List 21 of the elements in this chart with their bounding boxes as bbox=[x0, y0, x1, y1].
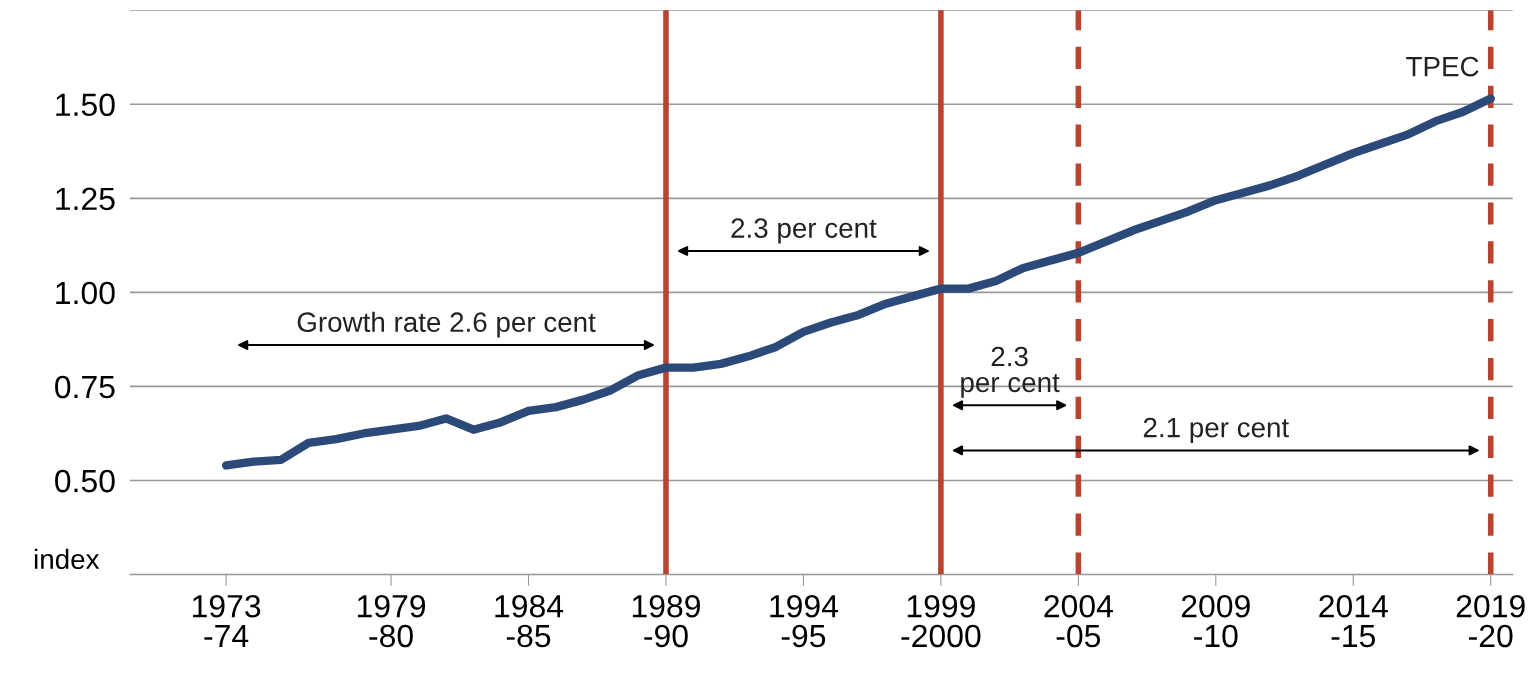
y-tick-label: 1.00 bbox=[56, 281, 115, 305]
y-tick-label: 0.75 bbox=[55, 375, 115, 399]
x-tick-label: 2009 -10 bbox=[1181, 594, 1250, 648]
x-tick-label: 2019 -20 bbox=[1456, 594, 1525, 648]
x-tick-label: 1984 -85 bbox=[495, 594, 564, 648]
series-label: TPEC bbox=[1406, 56, 1479, 77]
x-tick-label: 2014 -15 bbox=[1319, 594, 1388, 648]
x-tick-label: 1999 -2000 bbox=[901, 594, 981, 648]
y-tick-label: 1.25 bbox=[56, 187, 115, 211]
x-tick-label: 1979 -80 bbox=[357, 594, 426, 648]
annotation: 2.3 per cent bbox=[961, 346, 1060, 398]
x-tick-label: 1973 -74 bbox=[193, 594, 261, 647]
y-tick-label: 0.50 bbox=[55, 469, 115, 493]
y-axis-title: index bbox=[34, 548, 100, 570]
annotation: Growth rate 2.6 per cent bbox=[297, 311, 596, 338]
annotation: 2.3 per cent bbox=[731, 218, 877, 244]
x-tick-label: 1994 -95 bbox=[770, 594, 839, 648]
y-tick-label: 1.50 bbox=[56, 93, 115, 117]
x-tick-label: 2004 -05 bbox=[1044, 594, 1113, 648]
annotation: 2.1 per cent bbox=[1143, 417, 1289, 443]
x-tick-label: 1989 -90 bbox=[632, 594, 700, 648]
